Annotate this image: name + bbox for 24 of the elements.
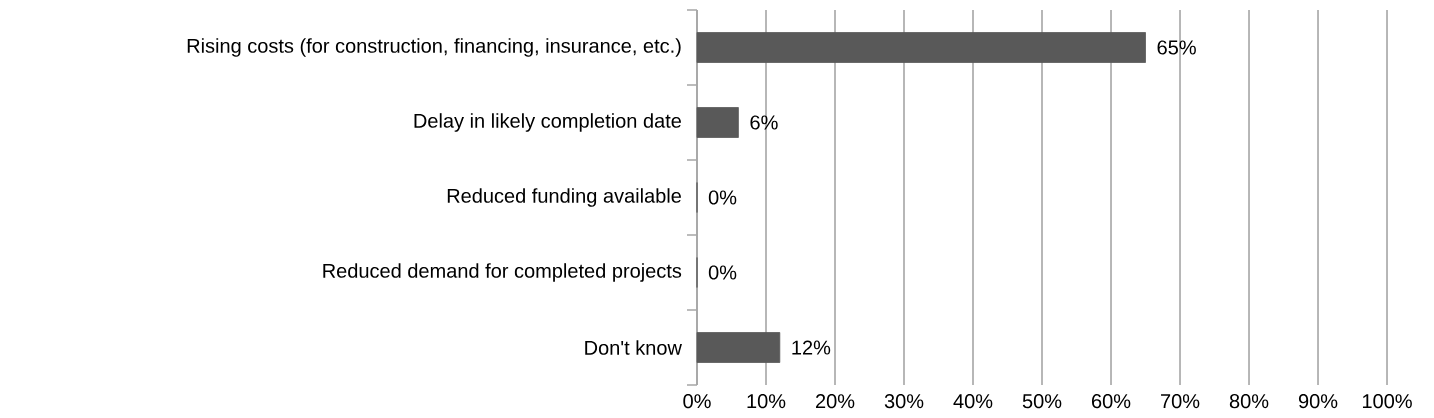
x-tick-label: 70% <box>1161 394 1200 409</box>
data-label: 0% <box>708 190 737 205</box>
y-tick-label: Reduced funding available <box>447 188 681 207</box>
y-tick-label: Reduced demand for completed projects <box>323 263 682 282</box>
x-tick-label: 30% <box>884 394 924 409</box>
bar <box>696 107 739 138</box>
bar <box>696 332 781 363</box>
data-label: 0% <box>708 265 737 280</box>
x-tick-label: 20% <box>815 394 855 409</box>
y-tick-label: Don't know <box>585 340 682 355</box>
x-tick-label: 90% <box>1298 394 1338 409</box>
x-tick-label: 100% <box>1362 394 1412 409</box>
bar <box>696 32 1146 63</box>
x-tick-label: 60% <box>1092 394 1131 409</box>
x-tick-label: 10% <box>747 394 786 409</box>
x-tick-label: 0% <box>683 394 711 409</box>
data-label: 12% <box>792 340 831 355</box>
y-tick-label: Rising costs (for construction, financing, insurance, etc.) <box>187 38 681 57</box>
x-tick-label: 80% <box>1229 394 1269 409</box>
data-label: 6% <box>750 115 778 130</box>
data-label: 65% <box>1157 40 1196 55</box>
y-tick-label: Delay in likely completion date <box>414 113 681 132</box>
x-tick-label: 50% <box>1022 394 1062 409</box>
x-tick-label: 40% <box>953 394 993 409</box>
